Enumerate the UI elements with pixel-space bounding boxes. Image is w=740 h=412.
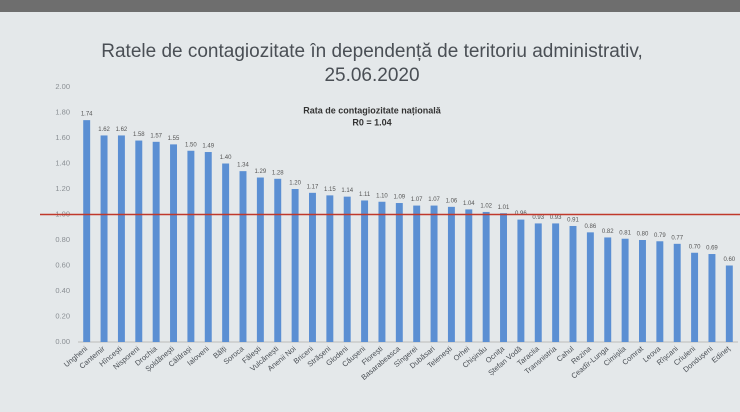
bar (256, 177, 264, 342)
y-tick-label: 0.60 (55, 260, 70, 269)
bar (309, 192, 316, 342)
data-label: 1.29 (255, 169, 267, 175)
annotation: Rata de contagiozitate națională (303, 105, 442, 115)
bar (639, 240, 646, 342)
data-label: 1.15 (324, 187, 336, 193)
bar (135, 140, 143, 342)
y-tick-label: 0.80 (55, 235, 70, 244)
y-tick-label: 0.20 (55, 311, 70, 320)
bar (534, 223, 542, 342)
bar (378, 201, 386, 342)
data-label: 0.91 (567, 218, 579, 224)
data-label: 1.62 (116, 127, 128, 133)
data-label: 0.86 (585, 224, 597, 230)
bar (152, 141, 160, 342)
bar (586, 232, 594, 342)
bar (621, 238, 629, 342)
bar (326, 195, 334, 342)
data-label: 1.11 (359, 192, 371, 198)
bar (413, 205, 421, 342)
bar (691, 252, 699, 342)
bar (656, 241, 664, 342)
data-label: 1.57 (150, 133, 162, 139)
chart-title: 25.06.2020 (324, 65, 419, 86)
bar (100, 135, 108, 342)
bar (395, 203, 403, 342)
bar (430, 205, 438, 342)
data-label: 1.49 (202, 144, 214, 150)
bar (517, 219, 525, 342)
bar (361, 200, 369, 342)
y-tick-label: 0.40 (55, 286, 70, 295)
bar (465, 209, 473, 342)
data-label: 1.01 (498, 205, 510, 211)
data-label: 1.04 (463, 201, 475, 207)
bar (552, 223, 560, 342)
data-label: 0.60 (723, 257, 735, 263)
bar (117, 135, 125, 342)
bar (569, 225, 577, 342)
y-tick-label: 1.40 (55, 158, 70, 167)
data-label: 0.70 (689, 244, 701, 250)
y-tick-label: 0.00 (55, 337, 70, 346)
data-label: 1.55 (168, 136, 180, 142)
data-label: 1.34 (237, 163, 249, 169)
data-label: 1.09 (393, 195, 405, 201)
bar (291, 189, 299, 342)
data-label: 1.50 (185, 142, 197, 148)
data-label: 0.81 (619, 230, 631, 236)
bar (222, 163, 230, 342)
bar (274, 178, 282, 342)
data-label: 1.07 (428, 197, 440, 203)
y-tick-label: 1.60 (55, 133, 70, 142)
bar (170, 144, 177, 342)
bar (343, 196, 351, 342)
bar (604, 237, 612, 342)
bar (500, 213, 507, 342)
data-label: 0.77 (671, 235, 683, 241)
y-tick-label: 2.00 (55, 82, 70, 91)
bar (673, 243, 681, 342)
bar (204, 152, 212, 342)
data-label: 0.93 (532, 215, 544, 221)
bar (187, 150, 195, 342)
data-label: 1.10 (376, 193, 388, 199)
y-tick-label: 1.80 (55, 107, 70, 116)
bar (447, 206, 455, 342)
data-label: 1.40 (220, 155, 232, 161)
bar (239, 171, 247, 342)
data-label: 1.20 (289, 181, 301, 187)
data-label: 1.74 (81, 112, 93, 118)
data-label: 0.82 (602, 229, 614, 235)
bar (725, 265, 733, 342)
chart-title: Ratele de contagiozitate în dependență d… (101, 41, 642, 62)
data-label: 1.28 (272, 170, 284, 176)
data-label: 0.69 (706, 246, 718, 252)
data-label: 1.62 (98, 127, 110, 133)
bar (708, 254, 716, 342)
data-label: 0.79 (654, 233, 666, 239)
annotation: R0 = 1.04 (352, 117, 391, 127)
data-label: 0.80 (637, 232, 649, 238)
data-label: 1.14 (341, 188, 353, 194)
data-label: 1.58 (133, 132, 145, 138)
data-label: 1.17 (307, 184, 319, 190)
bar (482, 211, 490, 342)
y-tick-label: 1.20 (55, 184, 70, 193)
data-label: 1.02 (480, 204, 492, 210)
frame-top (0, 0, 740, 12)
data-label: 1.07 (411, 197, 423, 203)
bar (83, 120, 91, 343)
data-label: 1.06 (446, 198, 458, 204)
data-label: 0.93 (550, 215, 562, 221)
